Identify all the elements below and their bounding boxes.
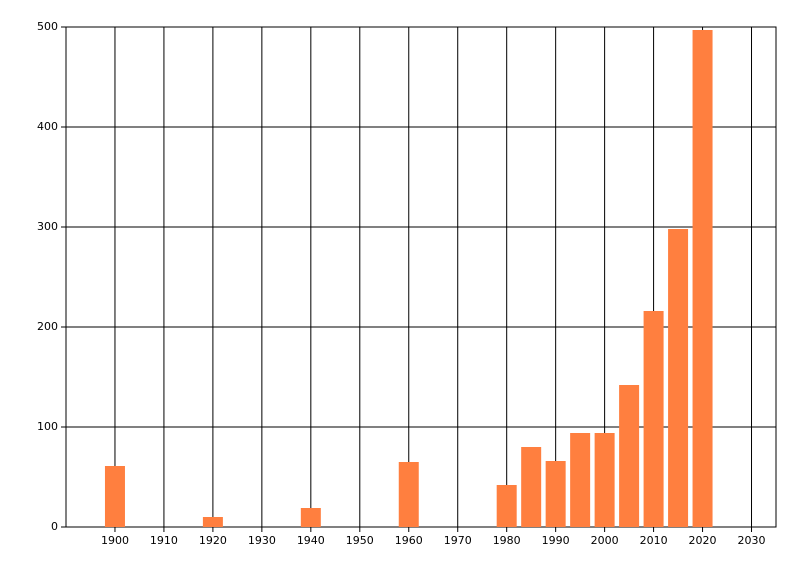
bar <box>570 433 591 527</box>
bar <box>202 517 223 527</box>
y-tick-label: 400 <box>37 120 58 133</box>
x-tick-label: 1900 <box>101 534 129 547</box>
x-tick-label: 1920 <box>199 534 227 547</box>
bar <box>619 385 640 527</box>
y-tick-label: 0 <box>51 520 58 533</box>
bar <box>594 433 615 527</box>
bar <box>692 30 713 527</box>
bar <box>643 311 664 527</box>
plot-border <box>65 26 777 528</box>
x-tick-label: 2000 <box>591 534 619 547</box>
bar <box>521 447 542 527</box>
bar <box>496 485 517 527</box>
bar <box>104 466 125 527</box>
x-tick-label: 2020 <box>689 534 717 547</box>
y-tick-label: 500 <box>37 20 58 33</box>
x-tick-label: 1930 <box>248 534 276 547</box>
x-tick-label: 1910 <box>150 534 178 547</box>
y-tick-label: 300 <box>37 220 58 233</box>
bar <box>668 229 689 527</box>
y-tick-label: 200 <box>37 320 58 333</box>
x-tick-label: 2010 <box>640 534 668 547</box>
x-tick-label: 2030 <box>738 534 766 547</box>
bar <box>300 508 321 527</box>
x-tick-label: 1940 <box>297 534 325 547</box>
x-tick-label: 1960 <box>395 534 423 547</box>
x-tick-label: 1990 <box>542 534 570 547</box>
bar <box>545 461 566 527</box>
bar <box>398 462 419 527</box>
y-tick-label: 100 <box>37 420 58 433</box>
x-tick-label: 1980 <box>493 534 521 547</box>
x-tick-label: 1950 <box>346 534 374 547</box>
x-tick-label: 1970 <box>444 534 472 547</box>
